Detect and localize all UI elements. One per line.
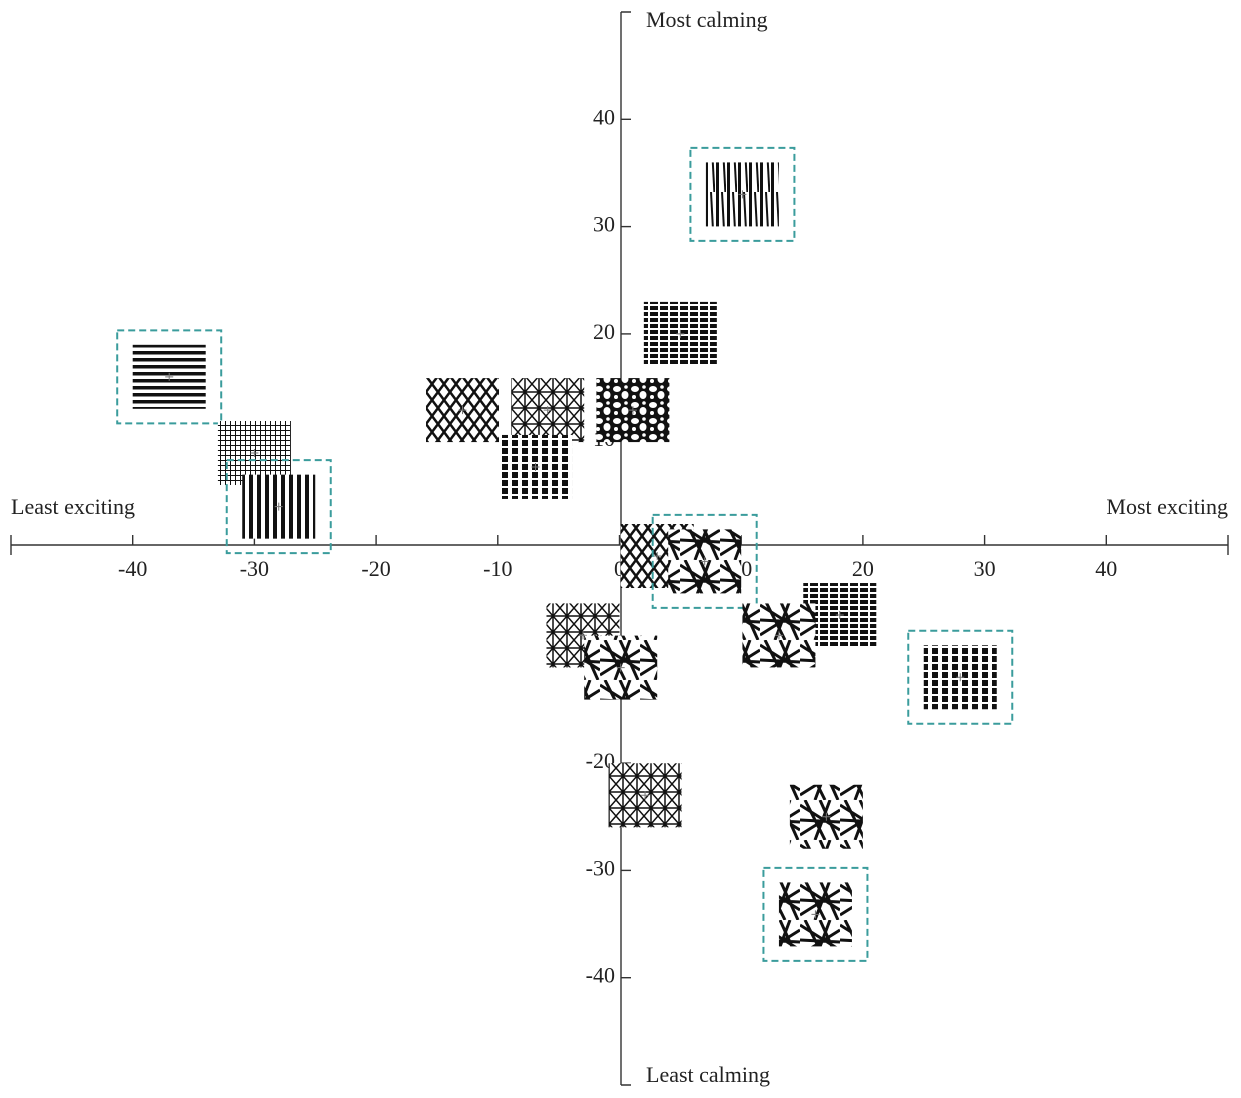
x-tick-label: 30 xyxy=(974,556,996,581)
stimulus-point xyxy=(644,302,717,366)
x-axis-label-left: Least exciting xyxy=(11,494,135,519)
x-axis-label-right: Most exciting xyxy=(1106,494,1228,519)
stimulus-point xyxy=(499,435,572,499)
x-tick-label: 20 xyxy=(852,556,874,581)
x-tick-label: -40 xyxy=(118,556,147,581)
stimulus-point xyxy=(584,636,657,700)
stimulus-point xyxy=(117,330,221,423)
y-tick-label: -30 xyxy=(586,855,615,880)
y-axis-label-top: Most calming xyxy=(646,7,768,32)
stimulus-point xyxy=(908,631,1012,724)
stimulus-point xyxy=(742,603,815,667)
y-tick-label: 40 xyxy=(593,104,615,129)
stimulus-point xyxy=(609,763,682,827)
stimulus-point xyxy=(596,378,669,442)
stimulus-point xyxy=(690,148,794,241)
stimulus-point xyxy=(511,378,584,442)
chart: Least exciting Most exciting Most calmin… xyxy=(0,0,1241,1093)
axes: Least exciting Most exciting Most calmin… xyxy=(11,7,1228,1087)
stimulus-point xyxy=(426,378,499,442)
x-tick-label: -30 xyxy=(240,556,269,581)
y-tick-label: 20 xyxy=(593,319,615,344)
stimulus-point xyxy=(763,868,867,961)
x-tick-label: 40 xyxy=(1095,556,1117,581)
x-tick-label: -20 xyxy=(361,556,390,581)
x-tick-label: -10 xyxy=(483,556,512,581)
y-tick-label: 30 xyxy=(593,212,615,237)
stimulus-point xyxy=(790,785,863,849)
y-axis-label-bottom: Least calming xyxy=(646,1062,770,1087)
y-tick-label: -40 xyxy=(586,963,615,988)
